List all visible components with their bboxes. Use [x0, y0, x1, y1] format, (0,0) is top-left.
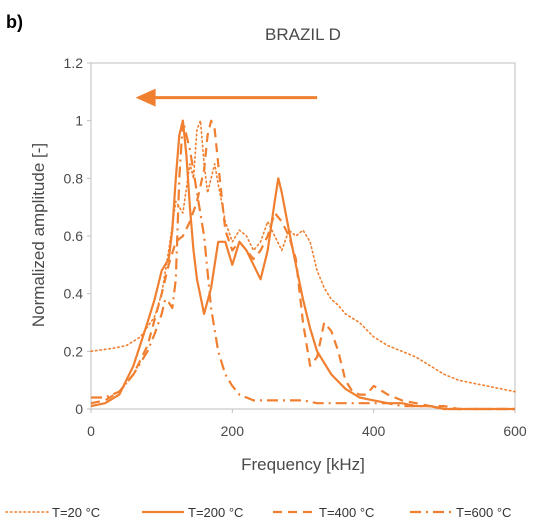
arrow-head [135, 88, 156, 107]
series-line-3 [90, 119, 515, 411]
y-tick-label: 0 [75, 401, 83, 417]
y-tick-label: 0.4 [64, 286, 84, 302]
x-tick-label: 600 [503, 423, 527, 439]
legend-label-1: T=20 °C [52, 505, 100, 520]
legend-label-2: T=200 °C [188, 505, 243, 520]
y-tick-label: 1 [75, 113, 83, 129]
y-tick-label: 0.2 [64, 343, 84, 359]
y-axis: 0 0.2 0.4 0.6 0.8 1 1.2 [64, 55, 91, 417]
y-tick-label: 0.6 [64, 228, 84, 244]
x-tick-label: 0 [87, 423, 95, 439]
series-line-1 [90, 119, 516, 393]
series-line-2 [90, 119, 515, 411]
y-tick-label: 1.2 [64, 55, 84, 71]
series-lines [90, 119, 516, 411]
y-tick-label: 0.8 [64, 170, 84, 186]
series-line-4 [91, 119, 515, 411]
plot-frame [90, 62, 516, 410]
x-axis: 0 200 400 600 [87, 409, 527, 439]
legend-label-3: T=400 °C [319, 505, 374, 520]
x-tick-label: 200 [221, 423, 245, 439]
y-axis-label: Normalized amplitude [-] [29, 143, 48, 327]
plot-area: 0 0.2 0.4 0.6 0.8 1 1.2 0 200 400 600 [64, 55, 527, 439]
chart-title: BRAZIL D [265, 25, 341, 44]
legend: T=20 °C T=200 °C T=400 °C T=600 °C [5, 505, 511, 520]
annotation-arrow [135, 88, 318, 107]
x-axis-label: Frequency [kHz] [241, 455, 365, 474]
panel-label: b) [6, 12, 23, 32]
legend-label-4: T=600 °C [456, 505, 511, 520]
x-tick-label: 400 [362, 423, 386, 439]
